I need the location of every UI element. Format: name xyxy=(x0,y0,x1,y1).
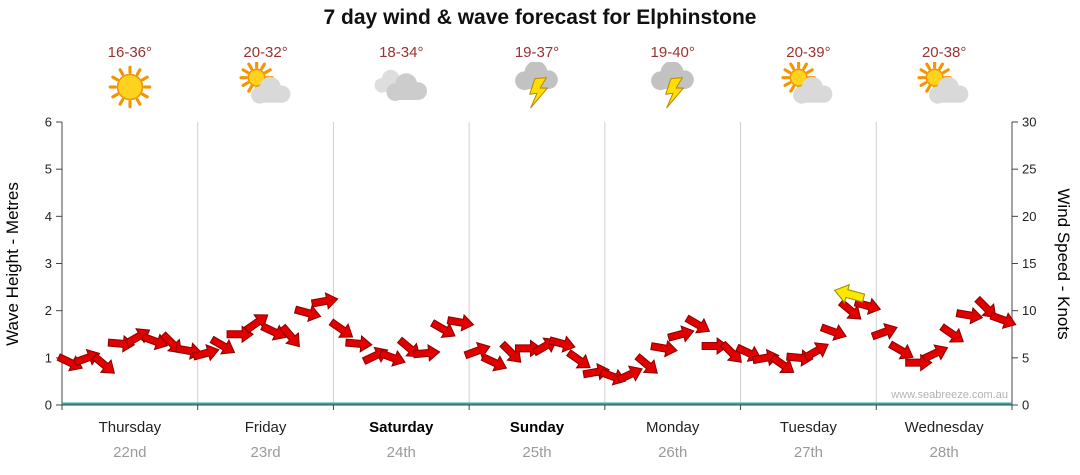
axes xyxy=(61,122,1013,406)
svg-text:2: 2 xyxy=(45,303,52,318)
wind-arrow xyxy=(888,340,914,360)
day-temperature-range: 19-37° xyxy=(514,44,560,61)
wind-arrow xyxy=(279,323,300,348)
wind-arrow xyxy=(209,335,236,355)
wind-arrow xyxy=(328,318,354,338)
svg-text:30: 30 xyxy=(1022,115,1036,130)
day-temperature-range: 19-40° xyxy=(650,44,695,61)
wind-arrow xyxy=(463,341,491,360)
svg-text:20: 20 xyxy=(1022,209,1036,224)
wind-arrows xyxy=(56,292,1017,386)
bottom-axis-ticks xyxy=(61,405,1013,410)
wind-arrow xyxy=(310,292,339,310)
wind-arrow xyxy=(955,306,984,325)
sunny-icon xyxy=(100,62,160,112)
wind-arrow xyxy=(769,353,795,374)
wind-arrow xyxy=(480,353,508,372)
left-axis-title: Wave Height - Metres xyxy=(3,182,22,346)
svg-text:3: 3 xyxy=(45,256,52,271)
storm-icon xyxy=(643,60,703,112)
wind-arrow xyxy=(921,344,949,363)
svg-text:15: 15 xyxy=(1022,256,1036,271)
day-temperature-range: 20-38° xyxy=(921,44,967,61)
storm-icon xyxy=(507,60,567,112)
day-date: 23rd xyxy=(250,444,281,461)
wind-arrow xyxy=(701,337,729,355)
svg-text:0: 0 xyxy=(1022,398,1029,413)
wind-arrow xyxy=(684,314,711,334)
wind-arrow xyxy=(974,295,997,319)
wind-arrow xyxy=(870,322,898,341)
svg-text:4: 4 xyxy=(45,209,52,224)
cloudy-icon xyxy=(371,62,431,112)
wind-arrow xyxy=(819,323,847,341)
wind-arrow xyxy=(548,335,576,353)
day-name: Tuesday xyxy=(779,419,837,436)
wind-arrow xyxy=(650,339,678,358)
wind-arrow xyxy=(616,365,643,384)
svg-text:6: 6 xyxy=(45,115,52,130)
svg-text:25: 25 xyxy=(1022,162,1036,177)
day-date: 24th xyxy=(386,444,416,461)
wind-arrow xyxy=(345,334,373,353)
day-name: Sunday xyxy=(509,419,565,436)
wind-arrow xyxy=(293,304,322,323)
right-axis-ticks: 0 5 10 15 20 25 30 xyxy=(1012,115,1036,413)
day-date: 28th xyxy=(929,444,959,461)
partly-cloudy-icon xyxy=(914,60,974,112)
day-date: 27th xyxy=(793,444,824,461)
partly-cloudy-icon xyxy=(778,60,838,112)
day-name: Saturday xyxy=(369,419,434,436)
wind-arrow xyxy=(989,311,1017,330)
svg-text:5: 5 xyxy=(45,162,52,177)
wind-arrow xyxy=(939,323,964,343)
day-gridlines xyxy=(61,122,1013,405)
day-temperature-range: 20-39° xyxy=(786,44,831,61)
wind-arrow xyxy=(412,344,441,362)
svg-text:5: 5 xyxy=(1022,350,1029,365)
day-date: 25th xyxy=(522,444,552,461)
wind-arrow xyxy=(430,319,456,339)
svg-text:1: 1 xyxy=(45,350,52,365)
partly-cloudy-icon xyxy=(236,60,296,112)
wind-arrow xyxy=(803,342,829,362)
wind-arrow xyxy=(243,314,269,334)
day-name: Friday xyxy=(244,419,287,436)
day-date: 26th xyxy=(658,444,688,461)
right-axis-title: Wind Speed - Knots xyxy=(1054,188,1073,340)
highlight-wind-arrow xyxy=(833,283,866,304)
wind-arrow xyxy=(378,349,406,367)
wind-arrow xyxy=(91,353,116,374)
watermark: www.seabreeze.com.au xyxy=(891,389,1008,401)
wind-arrow xyxy=(260,322,287,341)
wind-arrow xyxy=(192,344,220,362)
day-date: 22nd xyxy=(113,444,147,461)
day-temperature-range: 16-36° xyxy=(107,44,153,61)
wind-arrow xyxy=(634,353,658,374)
wind-arrow xyxy=(853,297,882,315)
wind-arrow xyxy=(566,349,591,369)
day-temperature-range: 18-34° xyxy=(379,44,424,61)
day-name: Monday xyxy=(646,419,700,436)
wind-arrow xyxy=(837,298,862,320)
day-temperature-range: 20-32° xyxy=(243,44,288,61)
page-title: 7 day wind & wave forecast for Elphinsto… xyxy=(323,6,757,29)
day-name: Wednesday xyxy=(904,419,984,436)
day-name: Thursday xyxy=(98,419,162,436)
wind-arrow xyxy=(446,313,475,332)
left-axis-ticks: 0 1 2 3 4 5 6 xyxy=(45,115,62,413)
svg-text:0: 0 xyxy=(45,398,52,413)
wind-arrow xyxy=(667,325,695,343)
svg-text:10: 10 xyxy=(1022,303,1036,318)
